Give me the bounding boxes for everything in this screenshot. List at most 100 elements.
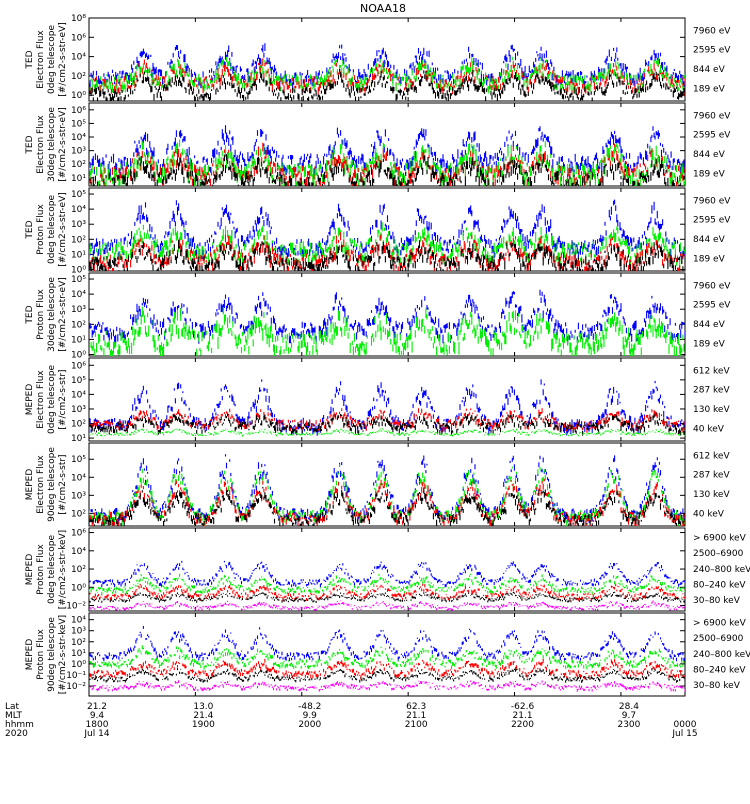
x-tick-mlt: 21.4 [193,711,213,721]
legend-entry: 844 eV [693,150,726,160]
x-tick-lat: 62.3 [406,702,426,712]
series-black [89,69,685,101]
legend-entry: 40 keV [693,509,725,519]
y-tick-label: 10⁰ [71,91,86,101]
x-tick-mlt: 21.1 [513,711,533,721]
data-marks [89,379,685,437]
data-marks [89,43,685,101]
legend-entry: 240–800 keV [693,650,750,660]
series-green [90,306,685,356]
legend-entry: 2595 eV [693,301,731,311]
data-marks [89,626,685,692]
legend-entry: > 6900 keV [693,534,747,544]
legend-entry: 2500–6900 [693,549,744,559]
legend-entry: 80–240 keV [693,666,746,676]
series-blue [89,289,685,345]
series-green [89,428,685,437]
y-tick-label: 10² [71,420,86,430]
legend-entry: 2595 eV [693,131,731,141]
legend-entry: 844 eV [693,65,726,75]
y-tick-label: 10⁴ [71,390,86,400]
legend-entry: 2500–6900 [693,634,744,644]
y-axis-label-line: MEPED [25,384,35,416]
y-axis-label-line: Proton Flux [36,289,46,340]
y-tick-label: 10³ [71,220,86,230]
y-tick-label: 10³ [71,491,86,501]
series-black [89,412,685,436]
x-tick-lat: -48.2 [298,702,321,712]
data-marks [89,199,685,271]
y-tick-label: 10⁴ [71,205,86,215]
y-tick-label: 10⁴ [71,616,86,626]
y-tick-label: 10² [71,320,86,330]
legend-entry: 240–800 keV [693,565,750,575]
y-tick-label: 10³ [71,147,86,157]
y-axis-label-line: 90deg telescope [47,617,57,692]
panel-1: 10⁰ 10² 10⁴ 10⁶ 10⁸ TED Electron Flux 0deg tele… [25,14,731,102]
y-tick-label: 10⁶ [71,106,86,116]
series-red [89,658,685,680]
series-black [89,154,685,186]
y-axis-label-line: 30deg telescope [47,277,57,352]
series-black [89,239,685,271]
y-tick-label: 10⁰ [71,660,86,670]
y-tick-label: 10¹ [71,434,86,444]
x-tick-date: Jul 14 [83,729,109,739]
x-tick-mlt: 9.4 [90,711,105,721]
y-tick-label: 10¹ [71,649,86,659]
legend-entry: 7960 eV [693,281,731,291]
y-tick-label: 10² [71,565,86,575]
legend-entry: 7960 eV [693,196,731,206]
y-tick-label: 10⁰ [71,265,86,275]
y-axis-label-line: [#/cm2-s-str-keV] [58,615,68,694]
y-axis-label-line: Electron Flux [36,455,46,514]
y-tick-label: 10² [71,509,86,519]
x-row-label: hhmm [5,720,34,730]
y-tick-label: 10⁴ [71,473,86,483]
x-row-label: MLT [5,711,23,721]
y-axis-label-line: Proton Flux [36,204,46,255]
y-tick-label: 10³ [71,405,86,415]
x-tick-hhmm: 1800 [86,720,109,730]
y-axis-label-line: [#/cm2-s-str-eV] [58,277,68,352]
y-tick-label: 10⁵ [71,190,86,200]
legend-entry: 287 keV [693,386,730,396]
data-marks [89,289,685,356]
y-tick-label: 10² [71,638,86,648]
y-tick-label: 10⁵ [71,376,86,386]
panel-2: 10¹ 10² 10³ 10⁴ 10⁵ 10⁶ TED Electron Flux 30deg … [25,102,731,187]
x-tick-mlt: 9.9 [303,711,318,721]
y-axis-label-line: 90deg telescope [47,447,57,522]
y-axis-label-line: Proton Flux [36,629,46,680]
x-tick-date: Jul 15 [671,729,697,739]
x-tick-hhmm: 2200 [511,720,534,730]
x-tick-lat: 13.0 [193,702,213,712]
x-tick-lat: 21.2 [87,702,107,712]
y-tick-label: 10⁵ [71,275,86,285]
x-row-label: Lat [5,702,20,712]
legend-entry: 844 eV [693,320,726,330]
y-tick-label: 10⁴ [71,290,86,300]
chart-title: NOAA18 [360,2,406,15]
y-tick-label: 10⁶ [71,361,86,371]
y-tick-label: 10⁵ [71,119,86,129]
y-axis-label-line: 0deg telescope [47,25,57,95]
y-tick-label: 10⁵ [71,455,86,465]
y-tick-label: 10⁴ [71,53,86,63]
y-axis-label-line: [#/cm2-s-str] [58,369,68,429]
legend-entry: 189 eV [693,84,726,94]
legend-entry: > 6900 keV [693,619,747,629]
y-axis-label-line: 30deg telescope [47,107,57,182]
legend-entry: 40 keV [693,424,725,434]
series-blue [89,626,685,662]
panel-6: 10² 10³ 10⁴ 10⁵ MEPED Electron Flux 90deg tele… [25,442,730,527]
series-red [89,478,685,526]
y-axis-label-line: Electron Flux [36,115,46,174]
legend-entry: 612 keV [693,366,730,376]
x-tick-hhmm: 2000 [298,720,321,730]
series-black [89,591,685,603]
